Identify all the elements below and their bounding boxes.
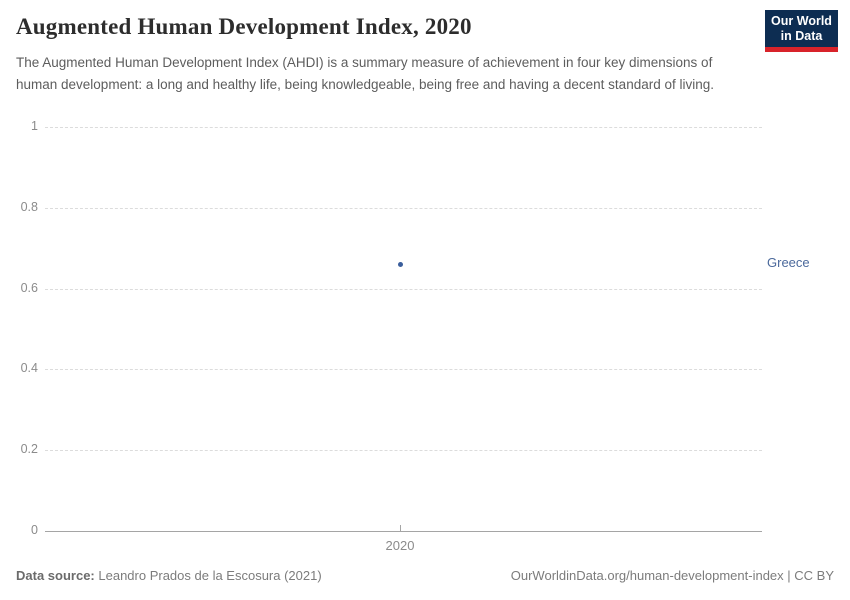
x-axis-line — [45, 531, 762, 532]
y-tick-label: 0.2 — [20, 442, 38, 456]
gridline — [45, 127, 762, 128]
y-tick-label: 0.8 — [20, 200, 38, 214]
gridline — [45, 208, 762, 209]
logo-line1: Our World — [771, 14, 832, 28]
chart-subtitle: The Augmented Human Development Index (A… — [16, 55, 714, 92]
page-title: Augmented Human Development Index, 2020 — [16, 14, 472, 39]
x-tick-label: 2020 — [385, 538, 415, 553]
y-tick-label: 0 — [31, 523, 38, 537]
logo-line2: in Data — [780, 29, 823, 43]
data-source-label: Data source: — [16, 568, 95, 583]
owid-logo[interactable]: Our World in Data — [765, 10, 838, 52]
y-tick-label: 1 — [31, 119, 38, 133]
owid-link[interactable]: OurWorldinData.org/human-development-ind… — [510, 568, 834, 583]
data-point-greece[interactable] — [398, 262, 403, 267]
gridline — [45, 450, 762, 451]
gridline — [45, 289, 762, 290]
data-source: Data source: Leandro Prados de la Escosu… — [16, 568, 322, 583]
x-tick-mark — [400, 525, 401, 531]
data-source-text: Leandro Prados de la Escosura (2021) — [98, 568, 322, 583]
entity-label-greece[interactable]: Greece — [767, 255, 810, 270]
y-tick-label: 0.6 — [20, 281, 38, 295]
y-tick-label: 0.4 — [20, 361, 38, 375]
gridline — [45, 369, 762, 370]
